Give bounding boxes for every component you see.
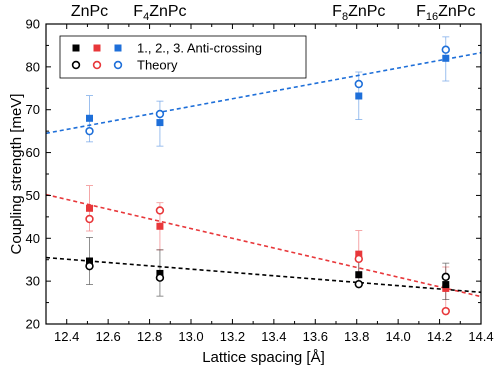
data-point-circle bbox=[157, 207, 164, 214]
data-point-circle bbox=[157, 111, 164, 118]
data-point-circle bbox=[442, 46, 449, 53]
compound-label-base: F bbox=[416, 3, 426, 20]
data-point-circle bbox=[355, 255, 362, 262]
x-tick-label: 13.8 bbox=[344, 329, 369, 344]
legend-marker-square bbox=[73, 45, 80, 52]
x-axis-title: Lattice spacing [Å] bbox=[202, 349, 325, 366]
x-tick-label: 14.2 bbox=[427, 329, 452, 344]
data-point-circle bbox=[442, 308, 449, 315]
legend: 1., 2., 3. Anti-crossing Theory bbox=[60, 36, 306, 78]
data-point-circle bbox=[86, 216, 93, 223]
legend-marker-circle bbox=[115, 62, 122, 69]
data-point-circle bbox=[157, 274, 164, 281]
y-tick-label: 70 bbox=[26, 102, 40, 117]
data-point-square bbox=[86, 115, 93, 122]
legend-label-anti-crossing: 1., 2., 3. Anti-crossing bbox=[137, 41, 262, 56]
compound-label: F8ZnPc bbox=[332, 3, 385, 23]
x-tick-label: 13.0 bbox=[178, 329, 203, 344]
compound-label-sub: 16 bbox=[426, 11, 438, 23]
data-point-square bbox=[442, 55, 449, 62]
y-tick-label: 60 bbox=[26, 145, 40, 160]
x-tick-label: 12.8 bbox=[137, 329, 162, 344]
data-point-circle bbox=[86, 263, 93, 270]
y-tick-label: 80 bbox=[26, 59, 40, 74]
compound-label-base: F bbox=[332, 3, 342, 20]
legend-label-theory: Theory bbox=[137, 58, 178, 73]
data-point-circle bbox=[86, 128, 93, 135]
data-point-circle bbox=[442, 273, 449, 280]
fit-lines bbox=[46, 53, 481, 297]
compound-label-tail: ZnPc bbox=[438, 3, 475, 20]
legend-marker-square bbox=[94, 45, 101, 52]
legend-marker-circle bbox=[73, 62, 80, 69]
fit-line-1 bbox=[46, 195, 481, 297]
data-point-square bbox=[86, 205, 93, 212]
compound-label-tail: ZnPc bbox=[149, 3, 186, 20]
compound-label: ZnPc bbox=[71, 3, 108, 20]
fit-line-2 bbox=[46, 258, 481, 293]
data-point-square bbox=[442, 281, 449, 288]
y-axis-title: Coupling strength [meV] bbox=[8, 94, 25, 255]
compound-label-tail: ZnPc bbox=[348, 3, 385, 20]
data-points bbox=[86, 46, 449, 314]
x-tick-label: 13.2 bbox=[220, 329, 245, 344]
compound-labels: ZnPc F4ZnPc F8ZnPc F16ZnPc bbox=[71, 3, 476, 23]
data-point-circle bbox=[355, 81, 362, 88]
data-point-circle bbox=[355, 281, 362, 288]
y-tick-label: 30 bbox=[26, 274, 40, 289]
compound-label: F16ZnPc bbox=[416, 3, 475, 23]
data-point-square bbox=[156, 119, 163, 126]
x-tick-label: 12.6 bbox=[95, 329, 120, 344]
compound-label: F4ZnPc bbox=[133, 3, 186, 23]
data-point-square bbox=[156, 223, 163, 230]
y-tick-label: 40 bbox=[26, 231, 40, 246]
compound-label-base: ZnPc bbox=[71, 3, 108, 20]
y-tick-label: 90 bbox=[26, 17, 40, 32]
x-tick-label: 12.4 bbox=[54, 329, 79, 344]
compound-label-base: F bbox=[133, 3, 143, 20]
legend-marker-square bbox=[115, 45, 122, 52]
x-tick-label: 13.6 bbox=[303, 329, 328, 344]
data-point-square bbox=[355, 93, 362, 100]
data-point-square bbox=[355, 271, 362, 278]
x-tick-label: 14.4 bbox=[468, 329, 493, 344]
x-tick-label: 14.0 bbox=[385, 329, 410, 344]
x-tick-label: 13.4 bbox=[261, 329, 286, 344]
y-tick-label: 50 bbox=[26, 188, 40, 203]
legend-marker-circle bbox=[94, 62, 101, 69]
y-tick-label: 20 bbox=[26, 317, 40, 332]
